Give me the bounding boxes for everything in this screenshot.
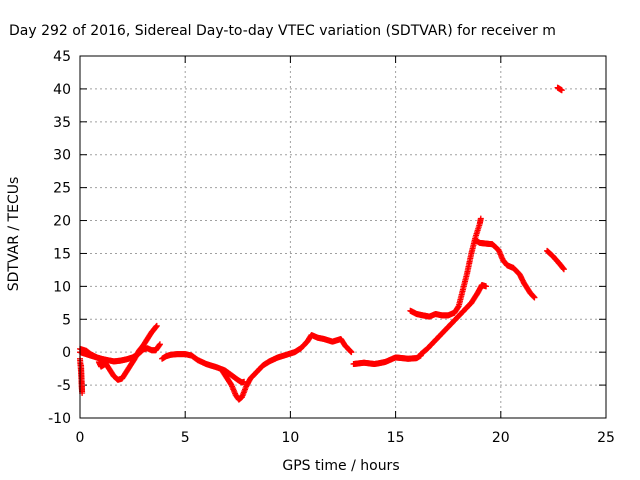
y-tick-label: 5 (62, 312, 71, 328)
data-point (483, 283, 490, 290)
y-tick-label: 25 (53, 181, 71, 197)
x-tick-label: 25 (597, 430, 615, 446)
y-tick-label: -10 (48, 411, 71, 427)
x-tick-label: 10 (281, 430, 299, 446)
x-tick-label: 0 (76, 430, 85, 446)
y-tick-label: -5 (57, 378, 71, 394)
data-point (558, 87, 565, 94)
y-tick-label: 10 (53, 279, 71, 295)
data-point (477, 215, 484, 222)
data-point (78, 362, 85, 369)
data-point (560, 266, 567, 273)
plot-frame (79, 55, 607, 419)
x-axis-label: GPS time / hours (282, 458, 399, 474)
plot-area (77, 84, 567, 403)
data-point (153, 322, 160, 329)
x-tick-label: 5 (181, 430, 190, 446)
x-tick-label: 20 (492, 430, 510, 446)
y-tick-label: 40 (53, 82, 71, 98)
y-tick-label: 15 (53, 246, 71, 262)
data-point (531, 294, 538, 301)
y-tick-label: 30 (53, 148, 71, 164)
y-tick-label: 0 (62, 345, 71, 361)
chart-title: Day 292 of 2016, Sidereal Day-to-day VTE… (9, 23, 556, 39)
y-tick-label: 45 (53, 49, 71, 65)
x-tick-label: 15 (387, 430, 405, 446)
y-axis-label: SDTVAR / TECUs (6, 177, 22, 292)
grid (80, 56, 606, 418)
y-tick-label: 20 (53, 214, 71, 230)
ticks: 0 5 10 15 20 25 -10 -5 0 5 10 15 20 25 30 35 40 45 (48, 49, 615, 446)
data-point (102, 361, 109, 368)
data-point (348, 349, 355, 356)
data-point (156, 341, 163, 348)
y-tick-label: 35 (53, 115, 71, 131)
